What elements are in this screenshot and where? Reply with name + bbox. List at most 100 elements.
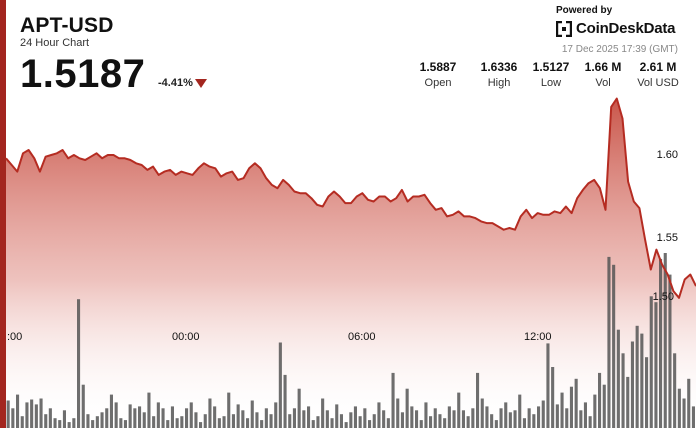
volume-bar: [123, 420, 127, 428]
volume-bar: [77, 299, 81, 428]
volume-bar: [292, 408, 296, 428]
volume-bar: [574, 378, 578, 428]
volume-bar: [452, 410, 456, 428]
volume-bar: [602, 384, 606, 428]
volume-bar: [626, 376, 630, 428]
volume-bar: [180, 416, 184, 428]
volume-bar: [405, 388, 409, 428]
y-tick-label: 1.50: [653, 291, 674, 303]
brand-name: CoinDeskData: [576, 20, 676, 37]
volume-bar: [555, 404, 559, 428]
x-tick-labels: :00 00:00 06:00 12:00: [7, 331, 552, 343]
volume-bar: [213, 406, 217, 428]
y-tick-labels: 1.60 1.55 1.50: [653, 149, 678, 303]
volume-bar: [504, 402, 508, 428]
stat-vol-usd: 2.61 M Vol USD: [632, 60, 684, 89]
volume-bar: [25, 402, 29, 428]
volume-bar: [274, 402, 278, 428]
volume-bar: [194, 412, 198, 428]
volume-bar: [44, 414, 48, 428]
volume-bar: [640, 333, 644, 428]
volume-bar: [677, 388, 681, 428]
volume-bar: [353, 406, 357, 428]
volume-bar: [438, 414, 442, 428]
volume-bar: [203, 414, 207, 428]
volume-bar: [419, 420, 423, 428]
volume-bar: [297, 388, 301, 428]
volume-bar: [513, 410, 517, 428]
volume-bar: [480, 398, 484, 428]
volume-bar: [433, 408, 437, 428]
volume-bar: [593, 394, 597, 428]
volume-bar: [166, 420, 170, 428]
volume-bar: [156, 402, 160, 428]
volume-bar: [400, 412, 404, 428]
volume-bar: [663, 253, 667, 428]
volume-bar: [368, 420, 372, 428]
volume-bar: [217, 418, 221, 428]
volume-bar: [288, 414, 292, 428]
volume-bar: [11, 408, 15, 428]
volume-bar: [645, 357, 649, 428]
x-tick-label: :00: [7, 331, 22, 343]
price-area-layer: [6, 98, 696, 428]
volume-bar: [199, 422, 203, 428]
volume-bar: [39, 398, 43, 428]
volume-bar: [20, 416, 24, 428]
volume-bar: [673, 353, 677, 428]
brand[interactable]: CoinDeskData: [556, 20, 675, 37]
volume-bar: [175, 418, 179, 428]
volume-bar: [227, 392, 231, 428]
chart-subtitle: 24 Hour Chart: [20, 37, 90, 49]
volume-bar: [330, 418, 334, 428]
volume-bar: [142, 412, 146, 428]
volume-bar: [386, 418, 390, 428]
volume-bar: [147, 392, 151, 428]
volume-bar: [485, 406, 489, 428]
stat-label: High: [487, 77, 511, 89]
volume-bar: [363, 408, 367, 428]
volume-bar: [668, 274, 672, 428]
x-tick-label: 06:00: [348, 331, 376, 343]
volume-bar: [185, 408, 189, 428]
y-tick-label: 1.55: [657, 232, 678, 244]
volume-bar: [81, 384, 85, 428]
price-area: [6, 98, 696, 428]
volume-bar: [321, 398, 325, 428]
volume-bar: [138, 406, 142, 428]
stat-high: 1.6336 High: [476, 60, 522, 89]
volume-bar: [551, 367, 555, 428]
volume-bar: [222, 416, 226, 428]
volume-bar: [86, 414, 90, 428]
volume-bar: [264, 408, 268, 428]
stat-low: 1.5127 Low: [528, 60, 574, 89]
volume-bar: [246, 418, 250, 428]
powered-by-label: Powered by: [556, 5, 613, 16]
volume-bar: [236, 404, 240, 428]
volume-bar: [58, 420, 62, 428]
timestamp: 17 Dec 2025 17:39 (GMT): [561, 44, 678, 55]
price-line: [5, 97, 696, 299]
volume-bar: [476, 372, 480, 428]
volume-bar: [335, 404, 339, 428]
volume-bar: [339, 414, 343, 428]
volume-bar: [231, 414, 235, 428]
volume-bar: [349, 412, 353, 428]
volume-bar: [311, 420, 315, 428]
volume-bar: [377, 402, 381, 428]
volume-bar: [429, 416, 433, 428]
volume-bar: [72, 418, 76, 428]
volume-bar: [621, 353, 625, 428]
volume-bar: [325, 410, 329, 428]
volume-bar: [522, 418, 526, 428]
volume-bar: [48, 408, 52, 428]
volume-bar: [278, 342, 282, 428]
volume-bar: [537, 406, 541, 428]
coindesk-logo-icon: [556, 20, 572, 37]
volume-bar: [170, 406, 174, 428]
volume-bar: [91, 420, 95, 428]
volume-bar: [410, 406, 414, 428]
volume-bar: [396, 398, 400, 428]
volume-bar: [283, 374, 287, 428]
